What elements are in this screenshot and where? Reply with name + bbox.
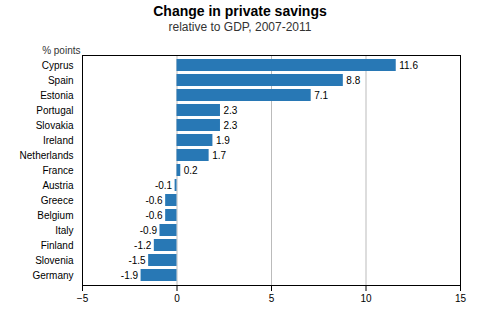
svg-text:15: 15 (455, 293, 467, 304)
svg-text:-1.2: -1.2 (134, 240, 152, 251)
svg-text:Cyprus: Cyprus (42, 60, 74, 71)
svg-text:1.9: 1.9 (216, 135, 230, 146)
svg-text:0: 0 (174, 293, 180, 304)
svg-text:Ireland: Ireland (43, 135, 74, 146)
svg-text:5: 5 (269, 293, 275, 304)
svg-text:% points: % points (42, 45, 80, 56)
svg-text:France: France (42, 165, 74, 176)
svg-text:-1.5: -1.5 (128, 255, 146, 266)
svg-text:Portugal: Portugal (36, 105, 73, 116)
svg-text:0.2: 0.2 (184, 165, 198, 176)
svg-text:Germany: Germany (32, 270, 73, 281)
svg-text:-0.1: -0.1 (155, 180, 173, 191)
svg-text:-0.9: -0.9 (140, 225, 158, 236)
html-text:Change in private savings: Change in private savings (153, 3, 327, 19)
svg-text:Slovenia: Slovenia (35, 255, 74, 266)
svg-text:Austria: Austria (42, 180, 74, 191)
svg-text:8.8: 8.8 (346, 75, 360, 86)
svg-text:2.3: 2.3 (223, 105, 237, 116)
svg-text:1.7: 1.7 (212, 150, 226, 161)
svg-text:Belgium: Belgium (37, 210, 73, 221)
svg-text:Spain: Spain (48, 75, 74, 86)
svg-text:11.6: 11.6 (399, 60, 418, 71)
svg-text:-0.6: -0.6 (145, 195, 163, 206)
svg-text:−5: −5 (77, 293, 89, 304)
svg-text:2.3: 2.3 (223, 120, 237, 131)
svg-text:Greece: Greece (41, 195, 74, 206)
svg-text:-0.6: -0.6 (145, 210, 163, 221)
svg-text:Italy: Italy (55, 225, 73, 236)
svg-text:Finland: Finland (41, 240, 74, 251)
svg-text:Slovakia: Slovakia (36, 120, 74, 131)
svg-text:10: 10 (360, 293, 372, 304)
svg-text:7.1: 7.1 (314, 90, 328, 101)
svg-text:-1.9: -1.9 (121, 270, 139, 281)
svg-text:Estonia: Estonia (40, 90, 74, 101)
html-text:relative to GDP, 2007-2011: relative to GDP, 2007-2011 (168, 20, 312, 34)
svg-text:Netherlands: Netherlands (20, 150, 74, 161)
